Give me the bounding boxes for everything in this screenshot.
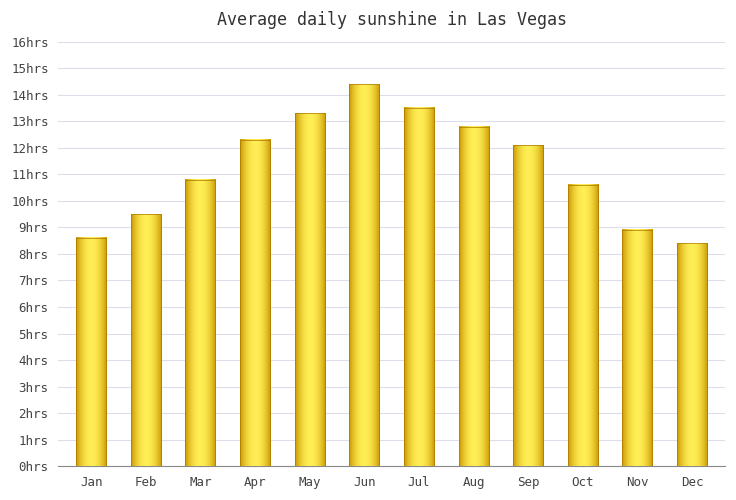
Bar	[240, 140, 270, 466]
Bar	[567, 185, 598, 466]
Bar	[404, 108, 434, 466]
Bar	[131, 214, 160, 466]
Bar	[623, 230, 653, 466]
Bar	[677, 244, 707, 466]
Bar	[459, 126, 489, 466]
Bar	[294, 114, 325, 466]
Bar	[76, 238, 106, 466]
Bar	[513, 145, 543, 466]
Bar	[185, 180, 216, 466]
Bar	[350, 84, 379, 466]
Title: Average daily sunshine in Las Vegas: Average daily sunshine in Las Vegas	[216, 11, 567, 29]
